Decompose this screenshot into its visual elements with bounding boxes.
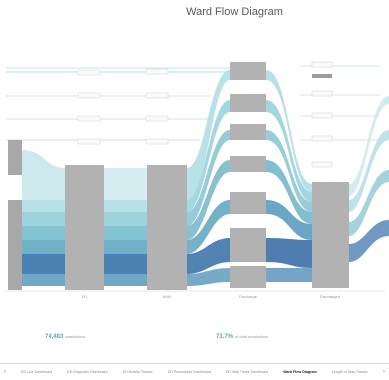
percent-stat: 73.7% of total admissions xyxy=(216,334,268,340)
tab-ed-procedures[interactable]: ED Procedures Dashboard xyxy=(167,370,211,374)
node-source-lower xyxy=(8,200,22,290)
percent-label: of total admissions xyxy=(235,334,269,339)
column-label-discharged: Discharged xyxy=(319,294,341,299)
page-title: Ward Flow Diagram xyxy=(186,6,283,18)
node-source-upper xyxy=(8,140,22,175)
flow-bands-left xyxy=(22,70,230,286)
column-label-ed: ED xyxy=(81,294,88,299)
node-ed xyxy=(65,165,104,290)
node-ward-6 xyxy=(230,228,266,262)
chevron-right-icon[interactable]: › xyxy=(382,369,385,375)
admissions-label: admissions xyxy=(65,334,86,339)
node-discharged xyxy=(312,182,349,288)
sankey-nodes xyxy=(8,62,349,290)
tab-ward-flow[interactable]: Ward Flow Diagram xyxy=(283,370,317,374)
tab-ed-diagnosis[interactable]: ED Diagnosis Dashboard xyxy=(67,370,108,374)
admissions-value: 74,483 xyxy=(45,334,64,340)
node-ward-5 xyxy=(230,192,266,214)
chevron-left-icon[interactable]: ‹ xyxy=(4,369,6,375)
column-label-amu: AMU xyxy=(162,294,172,299)
dashboard-tab-bar: ‹ ED Live Dashboard ED Diagnosis Dashboa… xyxy=(0,363,389,380)
node-ward-7 xyxy=(230,266,266,288)
tab-ed-activity[interactable]: ED Activity Tracker xyxy=(122,370,153,374)
node-ward-2 xyxy=(230,94,266,112)
tab-ed-live[interactable]: ED Live Dashboard xyxy=(21,370,53,374)
column-label-discharge: Discharge xyxy=(238,294,257,299)
node-label-boxes xyxy=(77,61,333,168)
node-amu xyxy=(147,165,187,290)
percent-value: 73.7% xyxy=(216,334,234,340)
node-ward-3 xyxy=(230,124,266,140)
node-ward-4 xyxy=(230,156,266,172)
tab-length-of-stay[interactable]: Length of Stay Tracker xyxy=(331,370,368,374)
node-ward-1 xyxy=(230,62,266,80)
tab-ed-wait-times[interactable]: ED Wait Times Dashboard xyxy=(225,370,269,374)
node-right-small xyxy=(312,74,332,78)
admissions-stat: 74,483 admissions xyxy=(45,334,85,340)
flow-bands-right xyxy=(266,70,389,282)
upper-thin-flows xyxy=(6,65,380,141)
